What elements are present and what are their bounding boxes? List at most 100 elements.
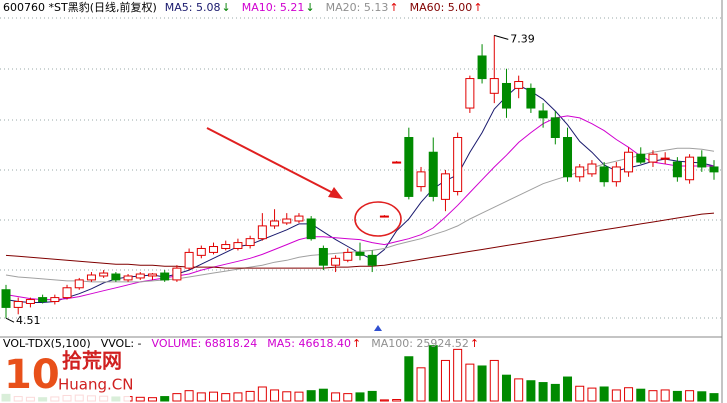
volume-bar xyxy=(611,389,621,402)
candle-body xyxy=(355,251,365,256)
candle-body xyxy=(501,82,511,109)
ma-line xyxy=(5,212,715,269)
volume-bar xyxy=(392,399,402,402)
candle-body xyxy=(74,279,84,289)
candle-body xyxy=(648,153,658,163)
volume-bar xyxy=(282,391,292,402)
indicator-label: VVOL: - xyxy=(101,337,142,350)
candle-body xyxy=(672,161,682,178)
volume-bar xyxy=(428,345,438,402)
candle-body xyxy=(196,247,206,256)
volume-bar xyxy=(355,392,365,402)
annotation-arrow xyxy=(206,127,338,196)
candle-body xyxy=(697,156,707,168)
volume-bar xyxy=(147,397,157,402)
candle-body xyxy=(538,110,548,119)
candle-body xyxy=(331,257,341,266)
volume-bar xyxy=(575,385,585,402)
indicator-label: VOL-TDX(5,100) xyxy=(3,337,91,350)
ma-line xyxy=(5,115,714,301)
arrowhead xyxy=(328,187,343,199)
candle-body xyxy=(709,166,719,173)
indicator-label: MA20: 5.13 xyxy=(326,1,389,14)
candle-body xyxy=(221,244,231,249)
candle-body xyxy=(25,299,35,304)
volume-bar xyxy=(672,390,682,402)
candle-body xyxy=(379,215,389,218)
volume-bar xyxy=(172,393,182,402)
candle-body xyxy=(245,238,255,247)
volume-bar xyxy=(526,380,536,402)
indicator-label: MA60: 5.00 xyxy=(410,1,473,14)
indicator-label: MA10: 5.21 xyxy=(242,1,305,14)
candle-body xyxy=(318,247,328,266)
volume-bar xyxy=(221,393,231,402)
candle-body xyxy=(147,273,157,277)
volume-bar xyxy=(636,388,646,402)
candle-body xyxy=(184,251,194,269)
candle-body xyxy=(611,166,621,183)
candle-body xyxy=(270,220,280,227)
volume-bar xyxy=(648,390,658,402)
candle-body xyxy=(392,161,402,164)
volume-bar xyxy=(257,386,267,402)
candle-body xyxy=(660,157,670,160)
high-label: 7.39 xyxy=(510,32,535,45)
indicator-label: VOLUME: 68818.24 xyxy=(152,337,258,350)
low-pointer xyxy=(5,317,15,323)
volume-bar xyxy=(489,359,499,402)
volume-bar xyxy=(367,390,377,402)
candle-body xyxy=(514,81,524,89)
volume-bar xyxy=(379,399,389,402)
volume-bar xyxy=(209,391,219,402)
low-label: 4.51 xyxy=(16,314,41,327)
candle-body xyxy=(99,272,109,277)
candle-body xyxy=(489,78,499,94)
logo-bg xyxy=(0,348,130,403)
volume-bar xyxy=(660,389,670,402)
candle-body xyxy=(599,166,609,183)
indicator-label: MA100: 25924.52 xyxy=(371,337,469,350)
candle-body xyxy=(160,272,170,281)
candle-body xyxy=(343,251,353,261)
candle-body xyxy=(123,275,133,281)
logo-number: 10 xyxy=(4,352,60,398)
candle-body xyxy=(294,215,304,222)
annotation-circle xyxy=(354,201,402,237)
indicator-arrow: ↓ xyxy=(222,1,231,14)
volume-bar xyxy=(624,387,634,402)
candle-body xyxy=(587,163,597,175)
volume-bar xyxy=(477,365,487,402)
high-pointer xyxy=(494,34,509,40)
volume-bar xyxy=(331,392,341,402)
candle-body xyxy=(563,137,573,178)
candle-body xyxy=(233,242,243,249)
candle-body xyxy=(404,137,414,197)
indicator-label: MA5: 46618.40 xyxy=(267,337,351,350)
candle-body xyxy=(282,218,292,224)
candle-body xyxy=(1,289,11,308)
price-grid xyxy=(0,17,722,319)
volume-bar xyxy=(709,393,719,402)
candle-body xyxy=(685,156,695,181)
volume-bar xyxy=(416,367,426,402)
candle-body xyxy=(111,273,121,281)
annotation xyxy=(206,127,402,331)
candle-body xyxy=(13,301,23,308)
candle-body xyxy=(135,273,145,279)
volume-bar xyxy=(343,393,353,402)
candle-body xyxy=(465,78,475,109)
candle-body xyxy=(62,287,72,299)
candle-body xyxy=(306,218,316,240)
volume-bar xyxy=(514,378,524,402)
candle-body xyxy=(257,225,267,240)
logo-name: 拾荒网 xyxy=(62,349,122,373)
candle-body xyxy=(50,297,60,303)
volume-bar xyxy=(587,387,597,402)
volume-bar xyxy=(245,390,255,402)
candle-body xyxy=(526,87,536,109)
candle-body xyxy=(453,137,463,193)
volume-bar xyxy=(501,374,511,402)
